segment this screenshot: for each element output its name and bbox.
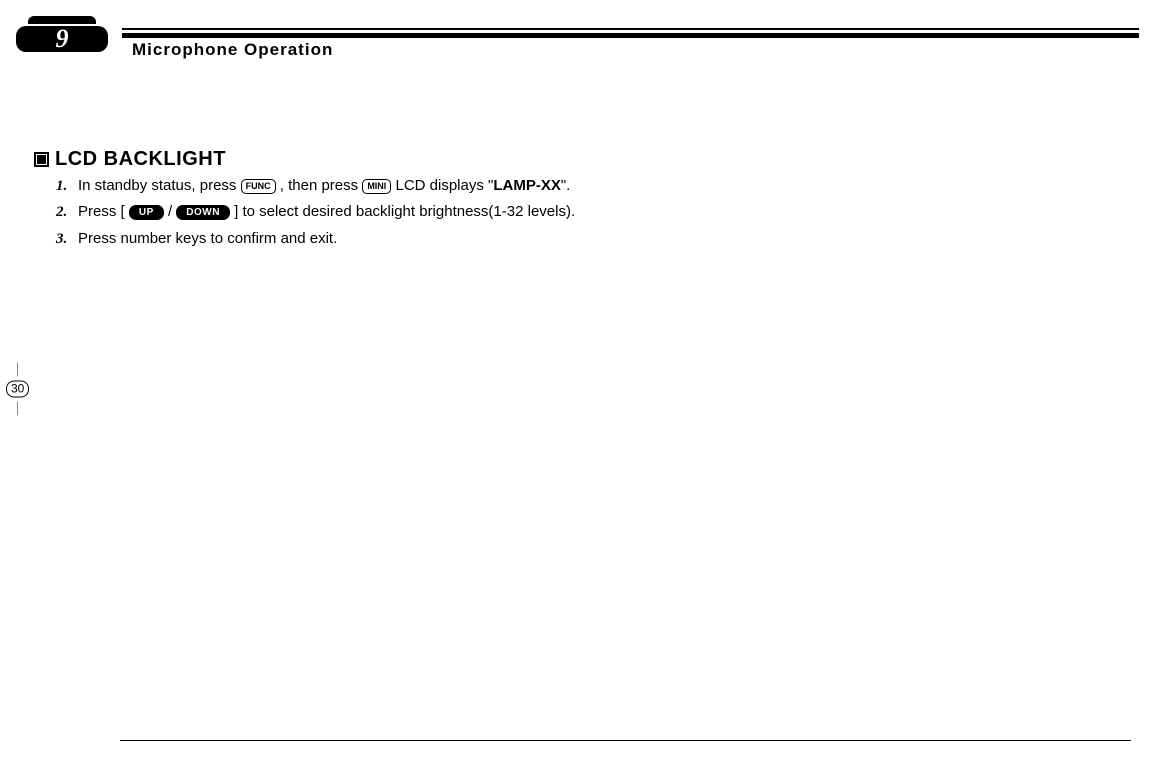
- step-text: , then press: [280, 177, 363, 194]
- down-key-icon: DOWN: [176, 205, 230, 220]
- footer-rule: [120, 740, 1131, 742]
- up-key-icon: UP: [129, 205, 164, 220]
- step-number: 2.: [56, 202, 67, 222]
- step-1: 1. In standby status, press FUNC , then …: [56, 176, 576, 196]
- step-text: ".: [561, 177, 571, 194]
- step-text: Press number keys to confirm and exit.: [78, 230, 337, 247]
- page-number-marker: 30: [6, 362, 29, 415]
- page-tick-icon: [17, 362, 18, 376]
- page-number: 30: [6, 380, 29, 397]
- func-key-icon: FUNC: [241, 179, 276, 194]
- chapter-number: 9: [16, 24, 108, 54]
- step-3: 3. Press number keys to confirm and exit…: [56, 229, 576, 249]
- steps-list: 1. In standby status, press FUNC , then …: [56, 176, 576, 255]
- step-text: Press [: [78, 203, 129, 220]
- section-heading: LCD BACKLIGHT: [34, 148, 226, 171]
- header-rule-thick: [122, 33, 1139, 38]
- step-text: LCD displays ": [395, 177, 493, 194]
- step-text: ] to select desired backlight brightness…: [234, 203, 575, 220]
- chapter-tab: 9: [16, 16, 108, 52]
- mini-key-icon: MINI: [362, 179, 391, 194]
- step-text: /: [168, 203, 176, 220]
- section-bullet-icon: [34, 152, 49, 167]
- step-number: 3.: [56, 229, 67, 249]
- step-number: 1.: [56, 176, 67, 196]
- section-title: LCD BACKLIGHT: [55, 148, 226, 171]
- step-text: In standby status, press: [78, 177, 241, 194]
- step-2: 2. Press [ UP / DOWN ] to select desired…: [56, 202, 576, 222]
- tab-notch: [28, 16, 96, 24]
- header-rule-thin: [122, 28, 1139, 30]
- page-tick-icon: [17, 401, 18, 415]
- lcd-display-value: LAMP-XX: [493, 177, 561, 194]
- chapter-title: Microphone Operation: [132, 40, 333, 60]
